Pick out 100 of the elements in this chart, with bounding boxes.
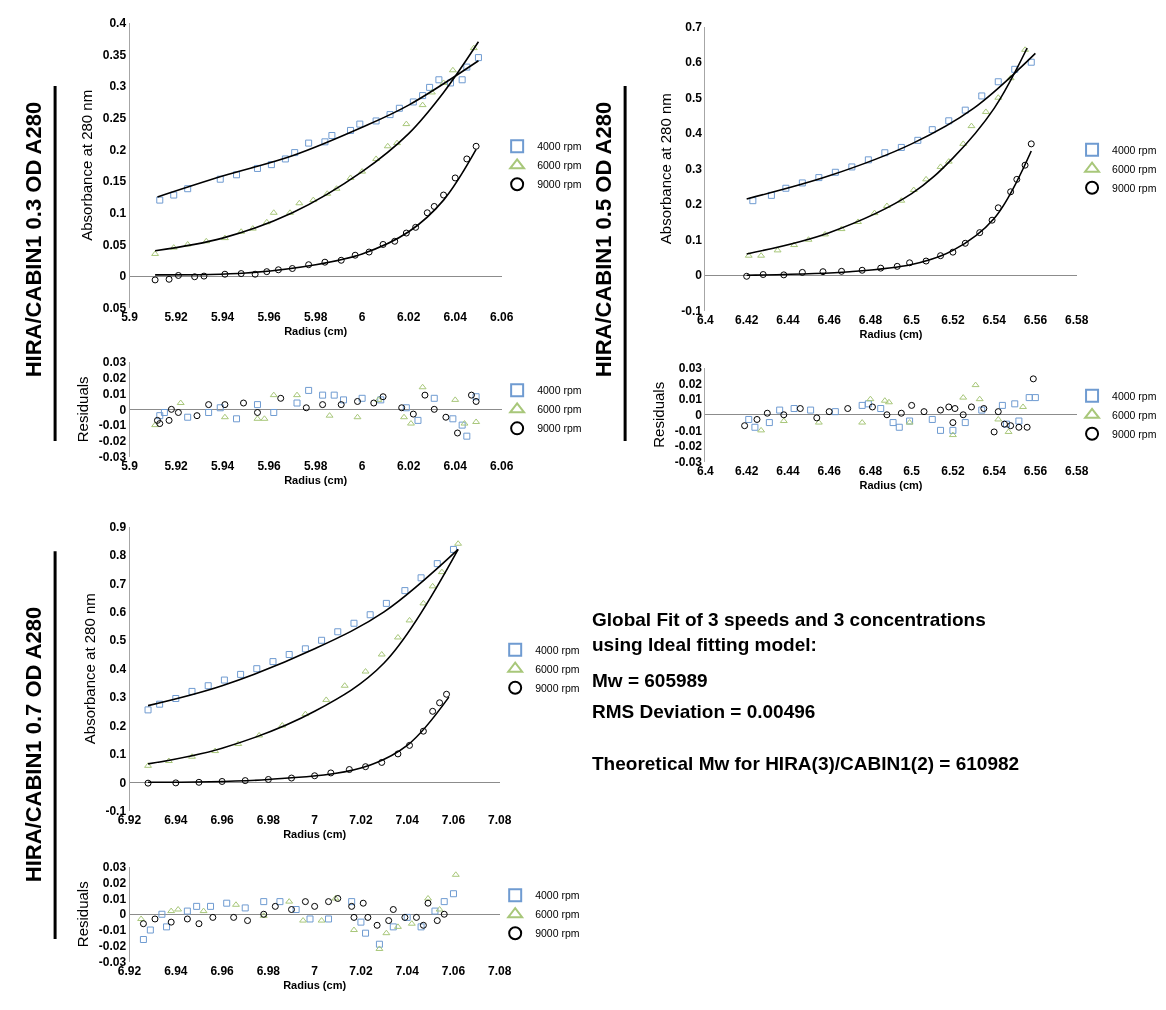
y-axis-title: Residuals xyxy=(74,881,92,948)
point xyxy=(184,185,192,193)
point xyxy=(922,175,931,182)
point xyxy=(928,126,936,134)
point xyxy=(967,403,975,411)
point xyxy=(366,611,374,619)
point xyxy=(347,126,355,134)
point xyxy=(372,117,380,125)
y-tick-label: 0.9 xyxy=(109,519,127,534)
y-tick-label: 0.05 xyxy=(102,237,127,252)
point xyxy=(776,406,784,414)
point xyxy=(237,270,245,278)
point xyxy=(223,899,231,907)
point xyxy=(353,397,361,405)
point xyxy=(424,894,432,901)
point xyxy=(319,401,327,409)
point xyxy=(951,405,959,413)
point xyxy=(348,902,356,910)
x-tick-label: 6.06 xyxy=(490,458,514,473)
point xyxy=(419,92,427,100)
point xyxy=(417,574,425,582)
y-tick-label: 0.1 xyxy=(685,232,703,247)
point xyxy=(232,901,240,907)
legend-label: 6000 rpm xyxy=(537,403,582,416)
legend-label: 9000 rpm xyxy=(535,681,580,694)
point xyxy=(373,921,381,929)
point xyxy=(144,762,152,768)
point xyxy=(358,394,366,402)
x-tick-label: 5.94 xyxy=(210,309,235,324)
point xyxy=(305,139,313,147)
y-tick-label: 0.3 xyxy=(109,79,127,94)
y-axis-title: Absorbance at 280 nm xyxy=(656,93,674,245)
point xyxy=(409,98,417,106)
point xyxy=(753,415,761,423)
point xyxy=(164,757,173,764)
point xyxy=(348,898,356,906)
y-tick-label: 0.2 xyxy=(109,718,127,733)
point xyxy=(383,142,392,149)
x-tick-label: 7.02 xyxy=(349,812,373,827)
y-tick-label: 0.6 xyxy=(685,55,703,70)
point xyxy=(949,248,957,256)
text: RMS Deviation = 0.00496 xyxy=(592,701,816,722)
point xyxy=(253,409,261,416)
point xyxy=(253,164,261,172)
x-tick-label: 6.96 xyxy=(210,963,235,978)
point xyxy=(920,408,928,416)
point xyxy=(340,396,348,404)
x-tick-label: 6.98 xyxy=(256,812,281,827)
point xyxy=(436,699,444,707)
point xyxy=(195,920,203,928)
point xyxy=(472,142,480,150)
x-tick-label: 7.08 xyxy=(488,812,512,827)
x-tick-label: 6.54 xyxy=(982,463,1007,478)
point xyxy=(211,747,220,754)
point xyxy=(327,769,335,777)
x-tick-label: 7 xyxy=(311,963,319,978)
x-tick-label: 6.96 xyxy=(210,812,235,827)
point xyxy=(889,419,897,427)
point xyxy=(819,268,827,276)
point xyxy=(328,132,336,140)
point xyxy=(325,898,333,906)
point xyxy=(994,408,1002,416)
point xyxy=(301,645,309,653)
point xyxy=(184,413,192,421)
y-tick-label: 0 xyxy=(695,268,703,283)
point xyxy=(401,587,409,595)
x-tick-label: 6.02 xyxy=(396,309,421,324)
point xyxy=(292,906,300,914)
point xyxy=(398,404,406,412)
point xyxy=(277,394,285,402)
point xyxy=(209,913,217,921)
x-tick-label: 5.96 xyxy=(257,458,282,473)
text: HIRA/CABIN1 0.5 OD A280 xyxy=(590,101,616,378)
point xyxy=(241,777,249,785)
point xyxy=(825,408,833,416)
point xyxy=(796,405,804,413)
y-tick-label: 0.3 xyxy=(109,690,127,705)
point xyxy=(763,409,771,417)
point xyxy=(165,416,173,424)
legend-label: 4000 rpm xyxy=(535,889,580,902)
y-tick-label: -0.02 xyxy=(98,434,127,449)
y-tick-label: 0.4 xyxy=(109,661,127,676)
point xyxy=(741,422,749,430)
point xyxy=(419,727,427,735)
y-tick-label: 0.01 xyxy=(102,891,127,906)
point xyxy=(357,918,365,926)
point xyxy=(330,391,338,399)
legend-label: 6000 rpm xyxy=(1112,408,1157,421)
point xyxy=(749,197,757,205)
point xyxy=(815,174,823,182)
x-tick-label: 7.04 xyxy=(395,963,420,978)
point xyxy=(337,256,345,264)
point xyxy=(406,741,414,749)
point xyxy=(463,63,471,71)
point xyxy=(419,599,428,606)
point xyxy=(375,940,383,948)
point xyxy=(994,415,1003,422)
point xyxy=(914,136,922,144)
y-tick-label: -0.01 xyxy=(98,418,127,433)
point xyxy=(378,758,386,766)
